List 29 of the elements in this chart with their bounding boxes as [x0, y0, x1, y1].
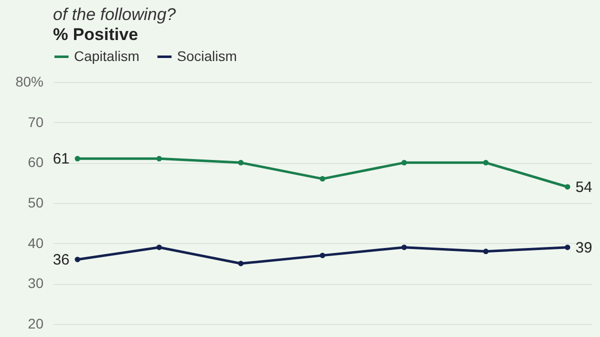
data-label: 54	[576, 178, 592, 196]
y-tick-label: 30	[28, 275, 44, 292]
legend-label: Socialism	[177, 48, 237, 64]
data-label: 39	[576, 239, 592, 256]
point	[74, 256, 80, 262]
y-tick-label: 20	[28, 316, 44, 332]
point	[238, 160, 244, 166]
data-label: 61	[52, 150, 70, 168]
y-tick-label: 80%	[15, 74, 44, 90]
y-tick-label: 50	[28, 194, 44, 210]
point	[320, 176, 326, 182]
point	[564, 184, 570, 190]
point	[401, 244, 407, 250]
point	[320, 252, 326, 258]
y-tick-label: 60	[28, 154, 44, 170]
point	[156, 156, 162, 162]
chart-title: of the following?	[53, 5, 176, 24]
point	[483, 160, 489, 166]
point	[401, 160, 407, 166]
data-label: 36	[52, 251, 70, 268]
legend-label: Capitalism	[74, 48, 140, 64]
point	[238, 260, 244, 266]
y-tick-label: 40	[28, 234, 44, 251]
point	[564, 244, 570, 250]
chart-subtitle: % Positive	[53, 25, 138, 44]
point	[74, 156, 80, 162]
point	[483, 248, 489, 254]
point	[156, 244, 162, 250]
y-tick-label: 70	[28, 114, 44, 130]
